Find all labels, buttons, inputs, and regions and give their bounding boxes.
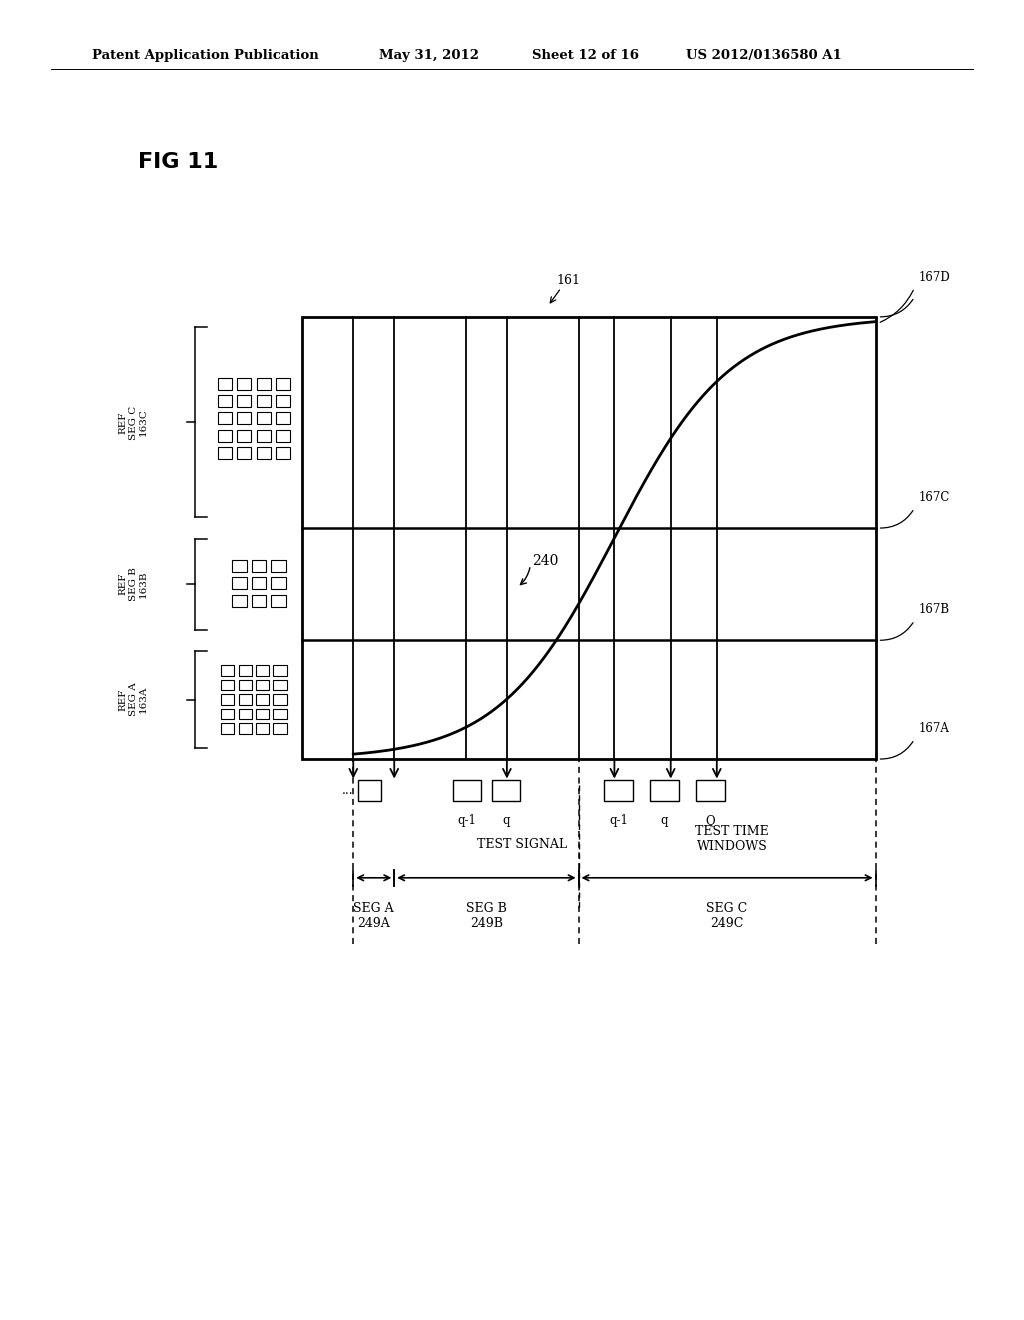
Bar xyxy=(221,723,234,734)
Bar xyxy=(256,446,270,458)
Bar xyxy=(252,594,266,606)
Bar xyxy=(237,395,252,407)
Bar xyxy=(650,780,679,801)
Bar xyxy=(237,429,252,441)
Bar xyxy=(271,594,286,606)
Bar xyxy=(275,412,291,424)
Bar xyxy=(217,429,231,441)
Bar xyxy=(221,680,234,690)
Bar xyxy=(239,680,252,690)
Bar xyxy=(453,780,481,801)
Text: 167D: 167D xyxy=(919,271,950,284)
Bar xyxy=(239,723,252,734)
Bar xyxy=(273,665,287,676)
Bar xyxy=(232,560,247,572)
Bar xyxy=(492,780,520,801)
Bar xyxy=(271,577,286,589)
Bar xyxy=(358,780,381,801)
Text: SEG C
249C: SEG C 249C xyxy=(707,902,748,929)
Text: FIG 11: FIG 11 xyxy=(138,152,218,172)
Bar xyxy=(252,560,266,572)
Bar xyxy=(273,694,287,705)
Bar xyxy=(232,594,247,606)
Bar xyxy=(239,694,252,705)
Text: Q: Q xyxy=(706,814,716,828)
Bar xyxy=(217,395,231,407)
Bar xyxy=(256,680,269,690)
Bar xyxy=(273,723,287,734)
Text: Patent Application Publication: Patent Application Publication xyxy=(92,49,318,62)
Text: 167B: 167B xyxy=(919,603,949,616)
Text: REF
SEG C
163C: REF SEG C 163C xyxy=(118,405,148,440)
Bar xyxy=(256,395,270,407)
Bar xyxy=(256,723,269,734)
Bar xyxy=(221,694,234,705)
Bar xyxy=(217,378,231,389)
Bar xyxy=(217,412,231,424)
Bar xyxy=(252,577,266,589)
Text: q: q xyxy=(502,814,510,828)
Bar xyxy=(273,709,287,719)
Bar xyxy=(275,395,291,407)
Text: TEST TIME
WINDOWS: TEST TIME WINDOWS xyxy=(695,825,769,853)
Bar xyxy=(237,446,252,458)
Text: SEG A
249A: SEG A 249A xyxy=(353,902,394,929)
Text: q-1: q-1 xyxy=(609,814,628,828)
Bar xyxy=(237,378,252,389)
Text: q-1: q-1 xyxy=(458,814,476,828)
Text: 167C: 167C xyxy=(919,491,950,504)
Bar xyxy=(256,378,270,389)
Bar xyxy=(273,680,287,690)
Text: TEST SIGNAL: TEST SIGNAL xyxy=(477,838,567,851)
Text: REF
SEG A
163A: REF SEG A 163A xyxy=(118,682,148,717)
Bar xyxy=(271,560,286,572)
Text: REF
SEG B
163B: REF SEG B 163B xyxy=(118,568,148,601)
Bar xyxy=(232,577,247,589)
Bar xyxy=(217,446,231,458)
Text: ...: ... xyxy=(342,784,354,797)
Text: 167A: 167A xyxy=(919,722,949,735)
Text: 240: 240 xyxy=(532,554,559,568)
Bar xyxy=(256,665,269,676)
Bar xyxy=(221,665,234,676)
Text: 161: 161 xyxy=(556,273,581,286)
Bar xyxy=(239,665,252,676)
Bar xyxy=(221,709,234,719)
Bar xyxy=(604,780,633,801)
Text: q: q xyxy=(660,814,669,828)
Bar xyxy=(256,694,269,705)
Bar xyxy=(275,446,291,458)
Bar xyxy=(256,429,270,441)
Bar xyxy=(256,412,270,424)
Text: Sheet 12 of 16: Sheet 12 of 16 xyxy=(532,49,639,62)
Bar xyxy=(256,709,269,719)
Text: SEG B
249B: SEG B 249B xyxy=(466,902,507,929)
Bar xyxy=(239,709,252,719)
Bar xyxy=(237,412,252,424)
Text: May 31, 2012: May 31, 2012 xyxy=(379,49,479,62)
Bar xyxy=(696,780,725,801)
Bar xyxy=(275,429,291,441)
Bar xyxy=(275,378,291,389)
Text: US 2012/0136580 A1: US 2012/0136580 A1 xyxy=(686,49,842,62)
